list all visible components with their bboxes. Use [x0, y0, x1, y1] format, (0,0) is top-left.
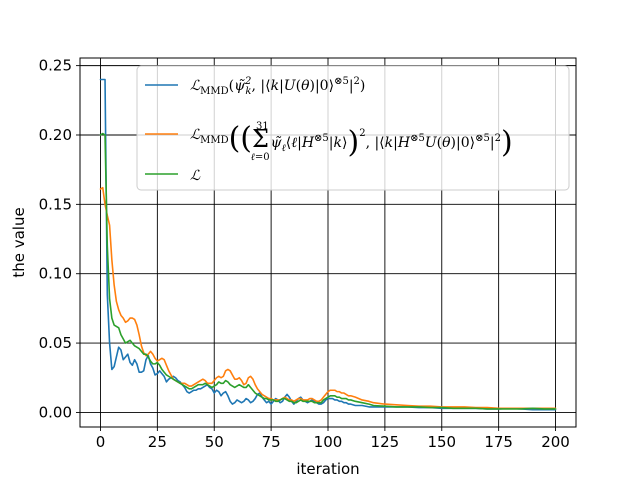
series-layer	[99, 78, 557, 411]
x-axis: 0 25 50 75 100 125 150 175 200	[96, 427, 570, 451]
y-tick-label: 0.15	[39, 195, 72, 213]
y-tick-label: 0.20	[39, 126, 72, 144]
x-axis-label: iteration	[296, 460, 359, 478]
x-tick-label: 200	[541, 433, 570, 451]
y-axis: 0.00 0.05 0.10 0.15 0.20 0.25	[39, 57, 80, 421]
x-tick-label: 25	[148, 433, 167, 451]
legend-label-total: ℒ	[190, 168, 201, 184]
legend-frame	[136, 65, 570, 191]
x-tick-label: 175	[484, 433, 513, 451]
x-tick-label: 100	[314, 433, 343, 451]
x-tick-label: 75	[262, 433, 281, 451]
y-axis-label: the value	[10, 207, 28, 277]
y-tick-label: 0.25	[39, 57, 72, 75]
y-tick-label: 0.10	[39, 265, 72, 283]
x-tick-label: 125	[371, 433, 400, 451]
x-tick-label: 50	[205, 433, 224, 451]
legend: ℒMMD(ψ̃2 k, |⟨k|U(θ)|0⟩⊗5|2) ℒMMD((Σ31 ℓ=0…	[136, 65, 570, 191]
legend-label-mmd-direct: ℒMMD(ψ̃2 k, |⟨k|U(θ)|0⟩⊗5|2)	[190, 76, 365, 97]
series-line-total	[99, 132, 557, 410]
x-tick-label: 0	[96, 433, 106, 451]
series-line-mmd-hadamard	[99, 186, 557, 410]
y-tick-label: 0.05	[39, 334, 72, 352]
x-tick-label: 150	[427, 433, 456, 451]
y-tick-label: 0.00	[39, 403, 72, 421]
